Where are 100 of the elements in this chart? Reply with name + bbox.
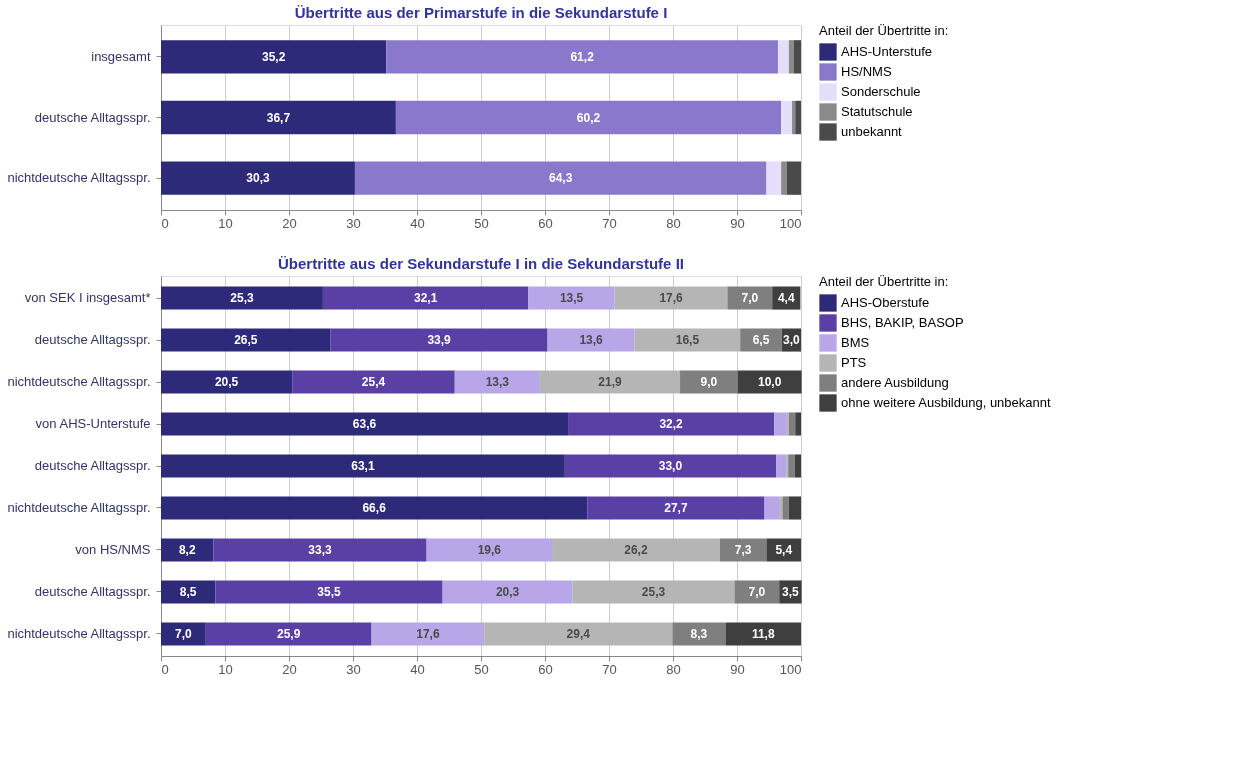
data-label: 33,9: [427, 333, 452, 348]
data-label: 8,5: [179, 584, 197, 599]
chart-title: Übertritte aus der Sekundarstufe I in die Sekundarstufe II: [278, 255, 684, 272]
data-label: 36,7: [266, 110, 291, 125]
x-tick-label: 70: [602, 661, 617, 677]
chart-title: Übertritte aus der Primarstufe in die Sekundarstufe I: [294, 4, 668, 21]
bar: [322, 286, 529, 310]
data-label: 17,6: [416, 626, 440, 641]
bar: [792, 100, 796, 135]
x-tick-label: 50: [474, 661, 489, 677]
bar: [788, 40, 794, 74]
data-label: 25,3: [641, 584, 666, 599]
y-tick-label: von AHS-Unterstufe: [35, 416, 151, 432]
data-label: 7,0: [741, 291, 759, 306]
bar: [161, 286, 323, 310]
y-tick-label: deutsche Alltagsspr.: [34, 109, 151, 125]
data-label: 11,8: [751, 626, 775, 641]
x-tick-label: 100: [779, 215, 802, 231]
bar: [161, 40, 387, 74]
data-label: 32,2: [659, 417, 684, 432]
bar: [734, 580, 780, 604]
bar: [793, 40, 801, 74]
y-tick-label: nichtdeutsche Alltagsspr.: [7, 625, 151, 641]
data-label: 63,1: [351, 459, 375, 473]
legend-label: HS/NMS: [841, 64, 892, 79]
bar: [777, 40, 789, 74]
data-label: 21,9: [598, 375, 622, 390]
bar: [161, 496, 588, 520]
bar: [292, 370, 455, 394]
bar: [426, 538, 553, 562]
y-tick-label: deutsche Alltagsspr.: [34, 332, 151, 348]
data-label: 63,6: [352, 417, 377, 432]
bar: [484, 622, 673, 646]
bar: [161, 580, 216, 604]
bar: [781, 161, 787, 195]
data-label: 3,5: [782, 584, 800, 599]
bar: [213, 538, 427, 562]
data-label: 8,2: [178, 542, 196, 557]
text: andere Ausbildung: [841, 375, 949, 390]
y-tick-label: von HS/NMS: [75, 541, 151, 557]
data-label: 7,0: [748, 584, 766, 599]
data-label: 30,3: [246, 171, 270, 186]
x-tick-label: 60: [538, 215, 553, 231]
data-label: 16,5: [675, 333, 700, 348]
bar: [788, 412, 796, 436]
bar: [161, 538, 214, 562]
bar: [161, 412, 569, 436]
x-tick-label: 100: [779, 661, 802, 677]
x-tick-label: 80: [666, 215, 681, 231]
legend-label: BHS, BAKIP, BASOP: [841, 315, 964, 330]
bar: [634, 328, 741, 352]
data-label: 66,6: [362, 500, 387, 515]
data-label: 9,0: [700, 375, 718, 390]
bar: [528, 286, 615, 310]
bar: [781, 100, 793, 135]
y-tick-label: insgesamt: [91, 48, 151, 64]
x-tick-label: 80: [666, 661, 681, 677]
bar: [795, 100, 801, 135]
bar: [774, 412, 787, 436]
x-tick-label: 40: [410, 215, 425, 231]
bar: [766, 161, 782, 195]
bar: [672, 622, 726, 646]
y-tick-label: von SEK I insgesamt*: [24, 290, 151, 306]
x-tick-label: 10: [218, 661, 233, 677]
bar: [371, 622, 485, 646]
bar: [539, 370, 681, 394]
bar: [552, 538, 720, 562]
legend-title: Anteil der Übertritte in:: [819, 23, 949, 38]
legend-label: AHS-Unterstufe: [841, 44, 933, 59]
bar: [161, 328, 331, 352]
bar: [788, 496, 801, 520]
bar: [386, 40, 778, 74]
bar: [614, 286, 728, 310]
legend-title: Anteil der Übertritte in:: [819, 274, 949, 289]
x-tick-label: 0: [161, 215, 169, 231]
data-label: 4,4: [777, 291, 795, 306]
y-tick-label: nichtdeutsche Alltagsspr.: [7, 374, 151, 390]
x-tick-label: 0: [161, 661, 169, 677]
bar: [795, 412, 801, 436]
legend-label: Statutschule: [841, 104, 913, 119]
x-tick-label: 30: [346, 661, 361, 677]
data-label: 25,9: [277, 626, 301, 641]
bar: [442, 580, 573, 604]
bar: [766, 538, 801, 562]
text: AHS-Oberstufe: [841, 295, 930, 310]
bar: [788, 454, 795, 478]
legend-label: ohne weitere Ausbildung, unbekannt: [841, 395, 1051, 410]
y-tick-label: deutsche Alltagsspr.: [34, 583, 151, 599]
bar: [161, 100, 396, 135]
x-tick-label: 20: [282, 215, 297, 231]
data-label: 33,0: [658, 459, 683, 473]
legend-label: BMS: [841, 335, 870, 350]
bar: [547, 328, 635, 352]
bar: [786, 161, 801, 195]
bar: [764, 496, 780, 520]
data-label: 13,3: [485, 375, 510, 390]
bar: [587, 496, 765, 520]
bar: [330, 328, 548, 352]
bar: [395, 100, 782, 135]
bar: [572, 580, 735, 604]
